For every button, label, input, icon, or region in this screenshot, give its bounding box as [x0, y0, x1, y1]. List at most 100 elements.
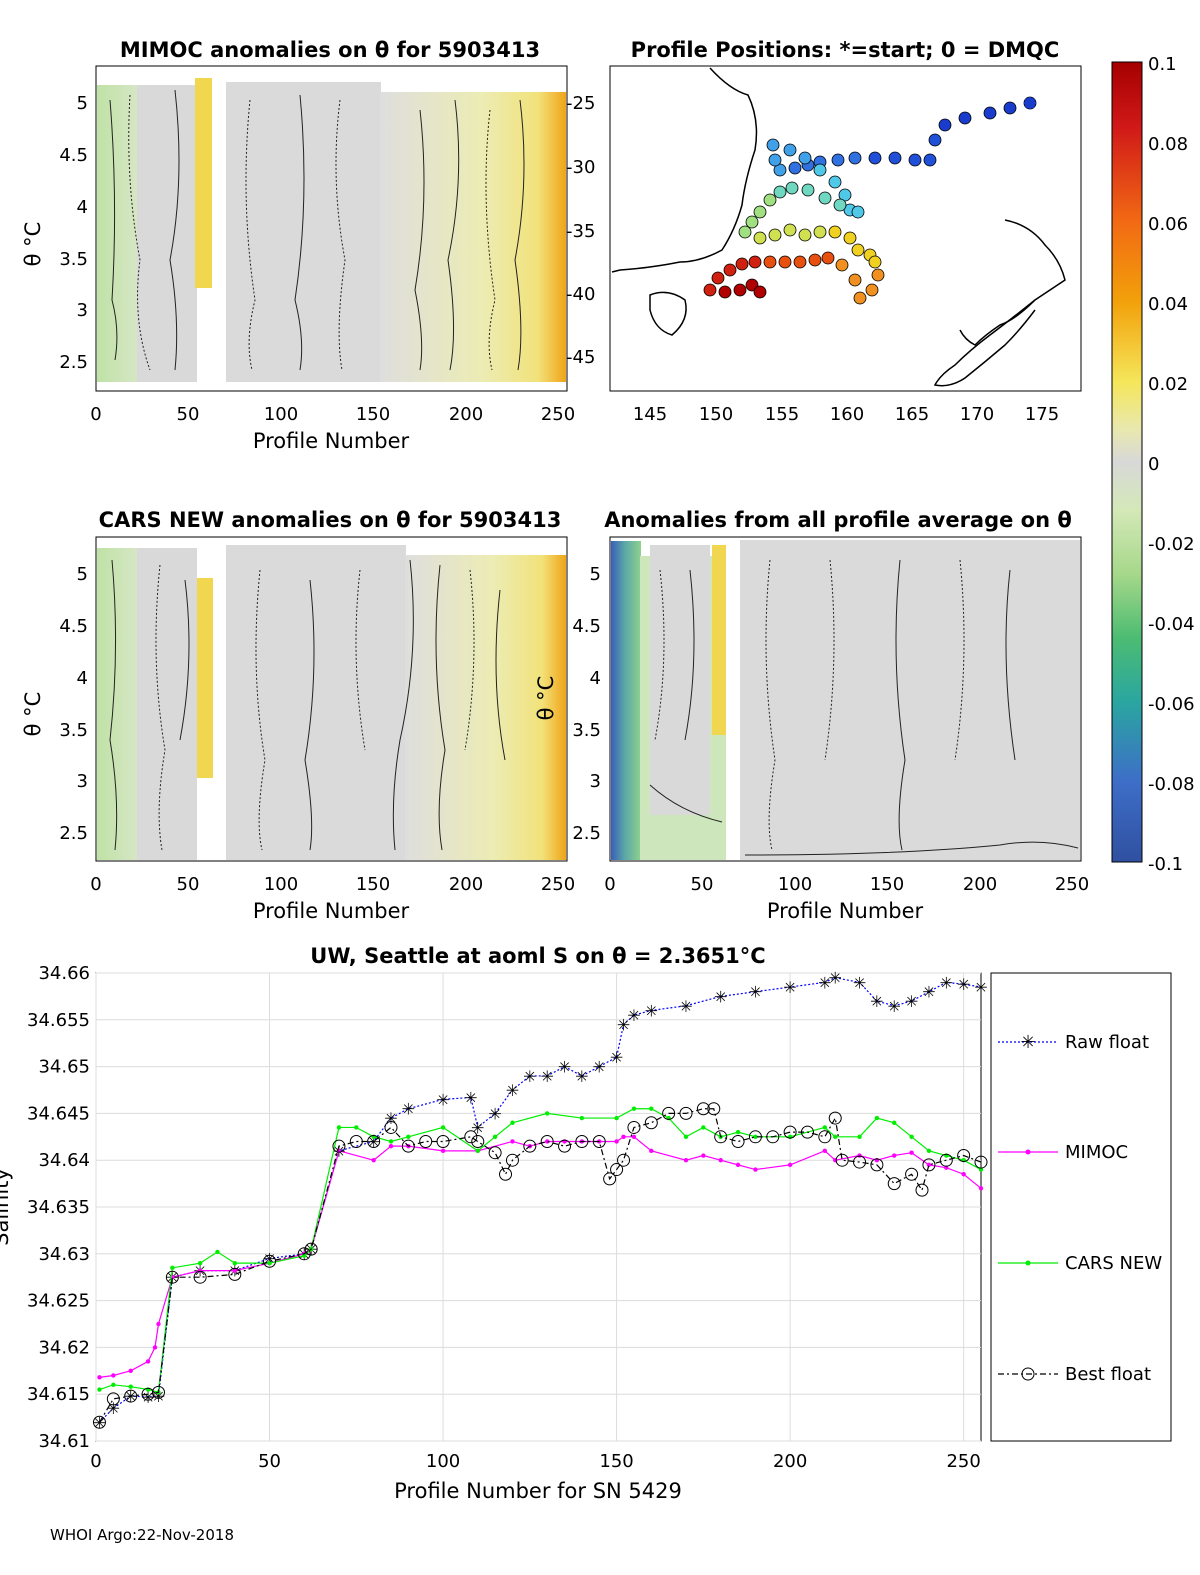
data-point — [371, 1158, 376, 1163]
avg-xtick: 150 — [870, 874, 904, 895]
data-point — [510, 1120, 515, 1125]
cars-title: CARS NEW anomalies on θ for 5903413 — [99, 508, 562, 532]
data-point — [267, 1260, 272, 1266]
avg-ytick: 4 — [590, 668, 601, 689]
data-point — [617, 1153, 631, 1167]
data-point: ✳ — [523, 1067, 536, 1086]
cars-yticks: 5 4.5 4 3.5 3 2.5 — [59, 564, 88, 844]
mimoc-ylabel: θ °C — [21, 222, 45, 267]
data-point: ✳ — [593, 1058, 606, 1077]
map-xtick: 165 — [895, 404, 929, 425]
data-point: ✳ — [783, 978, 796, 997]
data-point — [835, 1153, 849, 1167]
avg-xlabel: Profile Number — [767, 899, 924, 923]
start-star-icon: ✳ — [1023, 94, 1036, 113]
map-ytick: -45 — [566, 347, 595, 368]
colorbar-tick: 0 — [1148, 454, 1159, 475]
profile-marker — [766, 138, 780, 152]
data-point: ✳ — [853, 973, 866, 992]
mimoc-xtick: 100 — [264, 404, 298, 425]
data-point — [141, 1387, 155, 1401]
cars-ytick: 3 — [77, 771, 88, 792]
data-point — [297, 1247, 311, 1261]
data-point — [718, 1158, 723, 1163]
y-ticks: 34.61 34.615 34.62 34.625 34.63 34.635 34.64 34… — [27, 963, 90, 1452]
data-point: ✳ — [540, 1067, 553, 1086]
data-point — [735, 1129, 741, 1135]
mimoc-xtick: 50 — [177, 404, 200, 425]
profile-marker — [835, 258, 849, 272]
data-point — [544, 1111, 550, 1116]
data-point — [558, 1139, 572, 1153]
legend-label-mimoc: MIMOC — [1065, 1142, 1128, 1163]
data-point — [915, 1183, 929, 1197]
data-point — [649, 1148, 654, 1154]
profile-marker — [1023, 96, 1037, 110]
avg-xtick: 0 — [604, 874, 615, 895]
data-point — [97, 1375, 102, 1380]
data-point — [419, 1134, 433, 1148]
profile-marker — [788, 161, 802, 175]
mimoc-xtick: 200 — [449, 404, 483, 425]
data-point — [440, 1125, 446, 1130]
cars-contours — [109, 559, 506, 851]
profile-marker — [813, 163, 827, 177]
colorbar-tick: -0.04 — [1148, 614, 1195, 635]
data-point — [499, 1167, 513, 1181]
x-ticks: 0 50 100 150 200 250 — [90, 1451, 981, 1472]
data-point — [753, 1134, 758, 1140]
data-point — [800, 1125, 814, 1139]
cars-xtick: 250 — [541, 874, 575, 895]
data-point — [909, 1150, 914, 1155]
colorbar-ticks: 0.1 0.08 0.06 0.04 0.02 0 -0.02 -0.04 -0… — [1148, 54, 1195, 875]
legend-label-best: Best float — [1065, 1364, 1151, 1385]
mimoc-ytick: 3.5 — [59, 249, 88, 270]
data-point — [92, 1415, 106, 1429]
series-line — [99, 977, 982, 1423]
data-point — [170, 1265, 175, 1271]
data-point — [401, 1139, 415, 1153]
data-point — [614, 1115, 619, 1121]
data-point — [111, 1373, 116, 1378]
colorbar-tick: -0.1 — [1148, 854, 1183, 875]
cars-ytick: 4.5 — [59, 616, 88, 637]
data-point — [603, 1172, 617, 1186]
mimoc-xticks: 0 50 100 150 200 250 — [90, 404, 575, 425]
data-point — [193, 1270, 207, 1284]
avg-xtick: 100 — [778, 874, 812, 895]
data-point — [853, 1155, 867, 1169]
colorbar-tick: 0.1 — [1148, 54, 1177, 75]
data-point: ✳ — [610, 1048, 623, 1067]
data-point — [735, 1162, 741, 1168]
profile-marker — [938, 118, 952, 132]
data-point — [631, 1106, 637, 1111]
data-point — [145, 1359, 151, 1364]
data-point: ✳ — [940, 973, 953, 992]
colorbar-tick: -0.08 — [1148, 774, 1195, 795]
data-point — [974, 1155, 988, 1169]
nz-south-coast — [933, 299, 1036, 387]
cars-field-gray — [137, 548, 197, 860]
data-point — [748, 1130, 762, 1144]
cars-xtick: 50 — [177, 874, 200, 895]
data-point — [544, 1139, 550, 1144]
mimoc-title: MIMOC anomalies on θ for 5903413 — [120, 38, 540, 62]
coastline — [611, 67, 1066, 387]
y-tick-label: 34.62 — [38, 1337, 90, 1358]
data-point — [151, 1385, 165, 1399]
data-point: ✳ — [818, 973, 831, 992]
avg-xticks: 0 50 100 150 200 250 — [604, 874, 1089, 895]
data-point — [766, 1130, 780, 1144]
data-point — [905, 1167, 919, 1181]
map-yticks: -25 -30 -35 -40 -45 — [566, 93, 595, 368]
colorbar: 0.1 0.08 0.06 0.04 0.02 0 -0.02 -0.04 -0… — [1111, 54, 1195, 875]
series-line — [99, 1136, 982, 1378]
data-point — [156, 1321, 161, 1327]
data-point — [592, 1134, 606, 1148]
profile-marker — [821, 251, 835, 265]
avg-contours — [649, 559, 1079, 856]
data-point — [523, 1139, 537, 1153]
avg-field-gray-left — [650, 545, 710, 815]
profile-marker — [923, 153, 937, 167]
profile-marker — [768, 228, 782, 242]
